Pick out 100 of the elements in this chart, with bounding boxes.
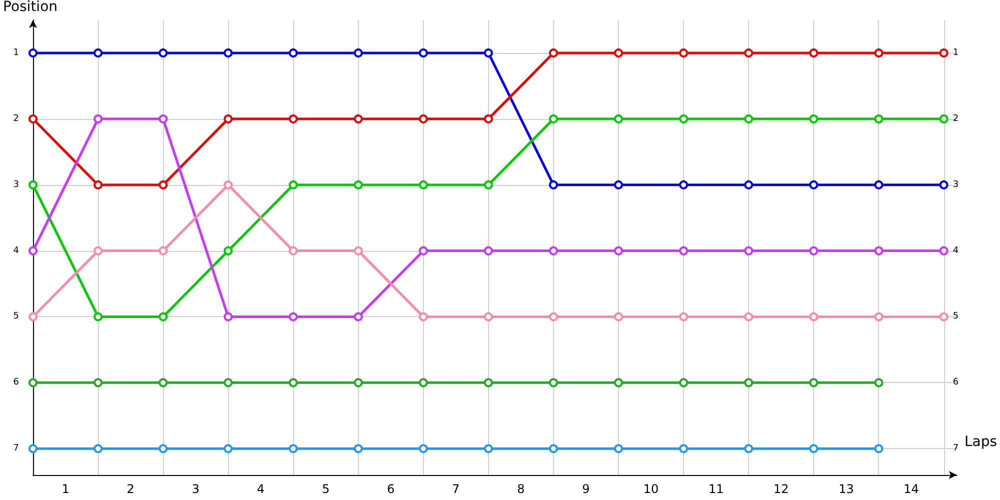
point (94, 180, 103, 190)
y2-tick-label: 2 (952, 114, 959, 124)
point (28, 114, 38, 124)
point (288, 48, 298, 58)
point (548, 246, 558, 256)
point (939, 246, 948, 256)
point (158, 48, 168, 58)
point (158, 444, 168, 454)
point (354, 180, 363, 190)
point (679, 246, 688, 256)
point (28, 312, 38, 322)
point (354, 312, 363, 322)
point (158, 378, 168, 388)
x-tick-label: 7 (452, 482, 460, 496)
point (939, 312, 948, 322)
point (94, 114, 103, 124)
point (94, 246, 103, 256)
y-tick-label: 2 (13, 114, 19, 124)
point (354, 114, 363, 124)
y-tick-label: 6 (13, 378, 20, 388)
point (224, 180, 233, 190)
point (614, 378, 624, 388)
point (354, 378, 363, 388)
point (288, 444, 298, 454)
point (679, 48, 688, 58)
point (158, 114, 168, 124)
point (874, 180, 884, 190)
point (614, 114, 624, 124)
point (874, 444, 884, 454)
point (158, 246, 168, 256)
y-tick-label: 5 (13, 312, 19, 322)
point (939, 114, 948, 124)
point (744, 312, 754, 322)
y2-tick-label: 5 (952, 312, 959, 322)
point (484, 246, 493, 256)
point (679, 312, 688, 322)
point (744, 378, 754, 388)
point (224, 246, 233, 256)
point (874, 378, 884, 388)
point (679, 444, 688, 454)
point (224, 444, 233, 454)
y-axis-title: Position (3, 0, 58, 15)
y2-tick-label: 3 (952, 180, 959, 190)
point (94, 48, 103, 58)
point (418, 378, 428, 388)
point (614, 312, 624, 322)
point (94, 378, 103, 388)
point (744, 180, 754, 190)
point (158, 180, 168, 190)
point (484, 312, 493, 322)
point (548, 444, 558, 454)
point (874, 246, 884, 256)
point (418, 246, 428, 256)
y2-tick-label: 7 (952, 444, 959, 454)
point (224, 378, 233, 388)
point (614, 246, 624, 256)
x-tick-label: 2 (126, 482, 134, 496)
point (288, 246, 298, 256)
y-tick-label: 3 (13, 180, 19, 190)
point (548, 180, 558, 190)
x-tick-label: 10 (643, 482, 659, 496)
point (939, 180, 948, 190)
point (418, 444, 428, 454)
point (224, 312, 233, 322)
point (94, 312, 103, 322)
point (158, 312, 168, 322)
point (614, 48, 624, 58)
point (809, 246, 818, 256)
point (28, 378, 38, 388)
x-tick-label: 6 (386, 482, 395, 496)
point (809, 312, 818, 322)
point (874, 312, 884, 322)
point (548, 114, 558, 124)
point (28, 444, 38, 454)
point (809, 114, 818, 124)
y2-tick-label: 4 (952, 246, 959, 256)
point (28, 180, 38, 190)
point (288, 378, 298, 388)
x-axis-title: Laps (964, 434, 998, 450)
x-tick-label: 5 (322, 482, 330, 496)
point (288, 114, 298, 124)
point (679, 114, 688, 124)
point (418, 312, 428, 322)
point (744, 48, 754, 58)
point (484, 180, 493, 190)
point (418, 180, 428, 190)
point (484, 378, 493, 388)
y2-tick-label: 1 (952, 48, 959, 58)
point (484, 444, 493, 454)
point (224, 114, 233, 124)
x-tick-label: 13 (838, 482, 854, 496)
point (744, 114, 754, 124)
point (94, 444, 103, 454)
point (548, 378, 558, 388)
x-tick-label: 14 (904, 482, 919, 496)
point (874, 48, 884, 58)
x-tick-label: 4 (256, 482, 265, 496)
x-tick-label: 11 (708, 482, 724, 496)
x-tick-label: 8 (517, 482, 525, 496)
point (548, 312, 558, 322)
